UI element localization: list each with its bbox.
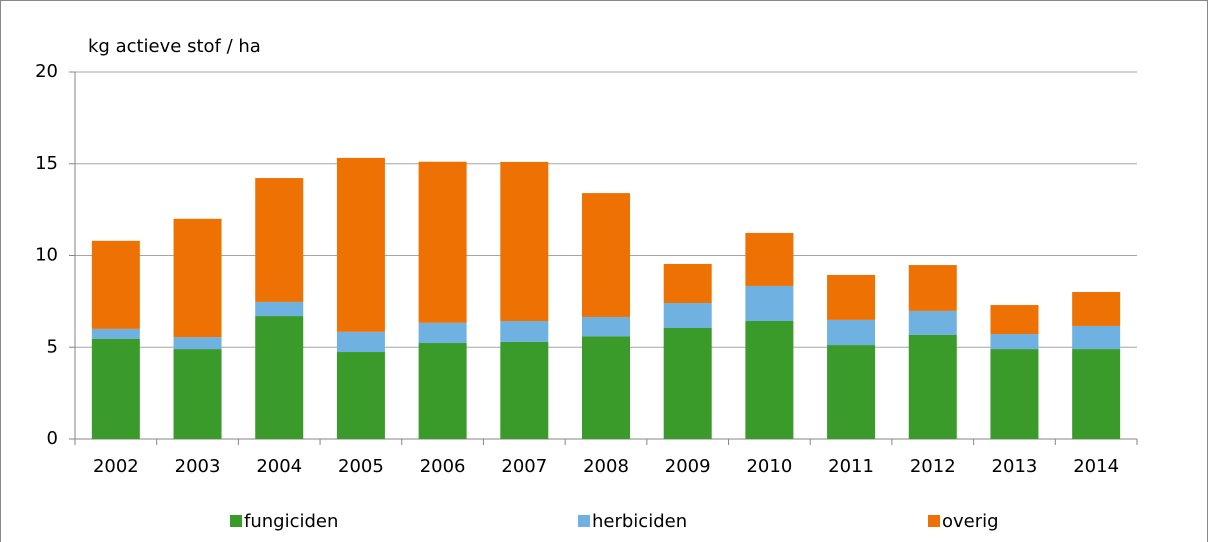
bar-segment — [1072, 292, 1121, 326]
y-tick-label: 0 — [47, 428, 58, 449]
x-tick-label: 2009 — [665, 456, 711, 477]
bar-segment — [91, 328, 140, 339]
bar-segment — [827, 274, 876, 320]
y-tick-label: 20 — [35, 61, 58, 82]
y-tick-label: 5 — [47, 336, 58, 357]
y-tick-label: 15 — [35, 153, 58, 174]
bar-segment — [745, 285, 794, 322]
bar-segment — [500, 341, 549, 439]
bar-segment — [745, 321, 794, 439]
bar-segment — [582, 336, 630, 439]
legend-swatch — [230, 515, 242, 527]
bar-segment — [255, 178, 304, 302]
x-tick-label: 2002 — [93, 456, 139, 477]
x-tick-label: 2007 — [501, 456, 547, 477]
bar-segment — [500, 321, 549, 342]
bar-segment — [990, 349, 1039, 439]
legend-label: overig — [942, 511, 999, 532]
bar-segment — [418, 343, 467, 439]
bar-segment — [663, 303, 712, 328]
bar-segment — [582, 193, 630, 317]
bar-segment — [990, 334, 1039, 350]
bar-segment — [908, 334, 957, 439]
y-axis-label: kg actieve stof / ha — [88, 36, 261, 57]
bar-segment — [336, 352, 385, 439]
bar-segment — [990, 305, 1039, 335]
bar-segment — [663, 327, 712, 439]
x-tick-label: 2012 — [910, 456, 956, 477]
x-tick-label: 2013 — [992, 456, 1038, 477]
x-tick-label: 2010 — [746, 456, 792, 477]
x-tick-label: 2008 — [583, 456, 629, 477]
bar-segment — [908, 265, 957, 311]
bar-segment — [173, 337, 222, 350]
bar-segment — [1072, 349, 1121, 439]
bar-segment — [418, 161, 467, 323]
x-tick-label: 2004 — [256, 456, 302, 477]
bar-segment — [663, 263, 712, 304]
legend-swatch — [578, 515, 590, 527]
x-tick-label: 2011 — [828, 456, 874, 477]
legend-swatch — [928, 515, 940, 527]
bar-segment — [827, 345, 876, 439]
legend-label: fungiciden — [244, 511, 338, 532]
bar-segment — [745, 232, 794, 286]
bar-segment — [1072, 325, 1121, 350]
legend-label: herbiciden — [592, 511, 687, 532]
bar-segment — [500, 161, 549, 322]
bar-segment — [255, 316, 304, 439]
y-tick-label: 10 — [35, 245, 58, 266]
bar-segment — [336, 157, 385, 332]
bar-segment — [908, 310, 957, 335]
bar-segment — [827, 319, 876, 346]
x-tick-label: 2003 — [175, 456, 221, 477]
x-tick-label: 2014 — [1073, 456, 1119, 477]
bar-segment — [91, 338, 140, 439]
x-tick-label: 2005 — [338, 456, 384, 477]
bar-segment — [173, 349, 222, 439]
bar-segment — [582, 316, 630, 337]
bar-segment — [91, 240, 140, 329]
bar-segment — [336, 331, 385, 353]
bar-segment — [173, 218, 222, 338]
bar-segment — [418, 322, 467, 344]
x-tick-label: 2006 — [420, 456, 466, 477]
bar-segment — [255, 301, 304, 317]
